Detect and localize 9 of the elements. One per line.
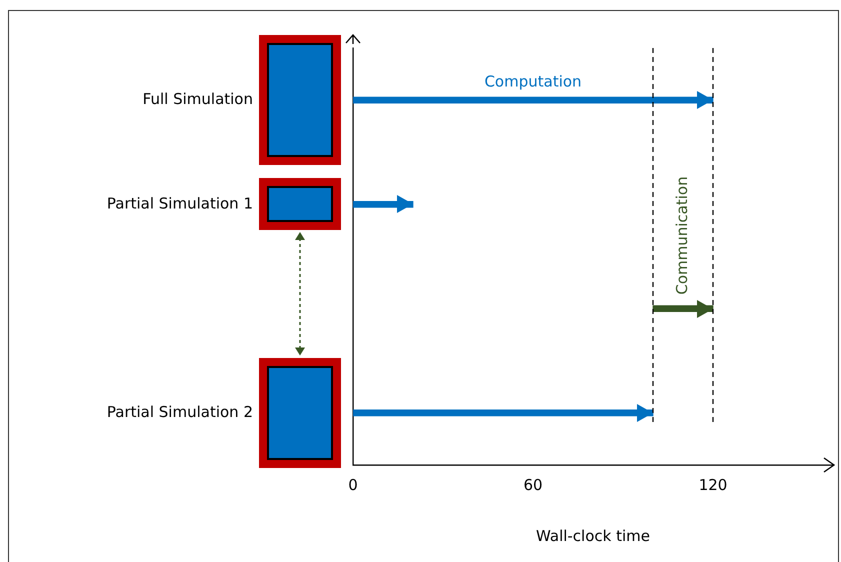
x-tick-label: 60 [523, 476, 543, 494]
x-tick-label: 120 [698, 476, 728, 494]
x-tick-label: 0 [348, 476, 358, 494]
x-axis-title: Wall-clock time [536, 526, 650, 545]
series-label: Computation [484, 72, 582, 91]
y-tick-label: Partial Simulation 1 [106, 194, 253, 212]
y-tick-label: Partial Simulation 2 [106, 402, 253, 421]
y-tick-label: Full Simulation [142, 90, 253, 108]
text: Communication [672, 176, 691, 295]
